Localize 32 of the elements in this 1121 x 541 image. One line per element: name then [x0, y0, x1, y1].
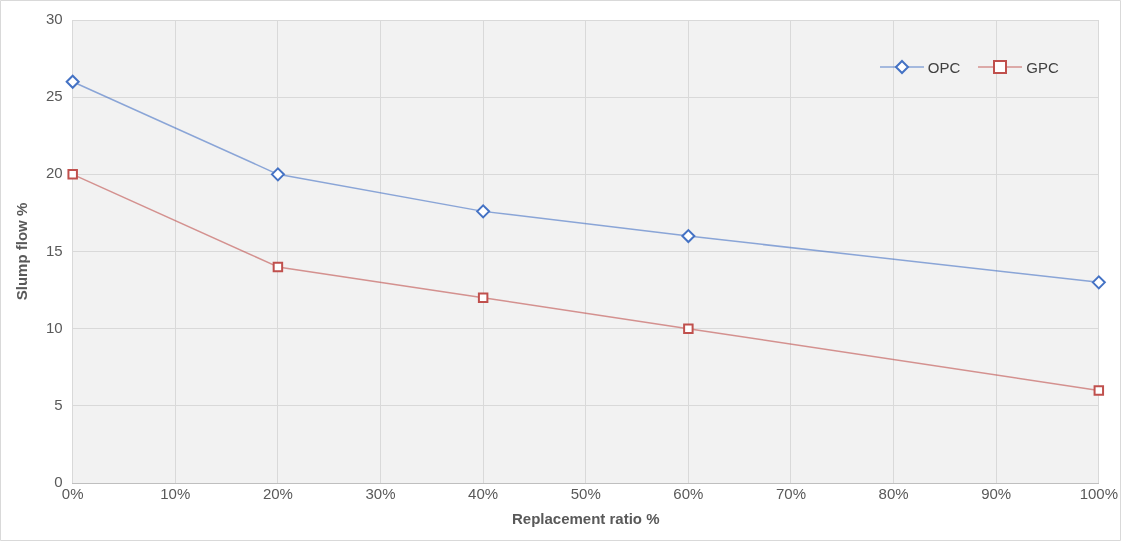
point	[270, 167, 285, 182]
point	[1091, 275, 1106, 290]
y-tick-label: 15	[46, 241, 63, 259]
x-tick-label: 20%	[262, 485, 293, 503]
y-axis-title: Slump flow %	[13, 202, 31, 301]
x-tick-label: 10%	[160, 485, 191, 503]
x-tick-label: 100%	[1079, 485, 1119, 503]
point	[272, 261, 284, 273]
x-tick-label: 80%	[878, 485, 909, 503]
point	[476, 204, 491, 219]
y-tick-label: 20	[46, 164, 63, 182]
x-tick-label: 90%	[981, 485, 1012, 503]
point	[1093, 385, 1105, 396]
y-tick-label: 10	[46, 318, 63, 336]
y-tick-label: 5	[54, 395, 63, 413]
y-tick-label: 0	[54, 473, 63, 491]
legend-label: GPC	[1026, 58, 1059, 76]
point	[65, 74, 80, 89]
x-tick-label: 60%	[673, 485, 704, 503]
x-axis-title: Replacement ratio %	[511, 510, 660, 528]
x-tick-label: 40%	[468, 485, 499, 503]
y-tick-label: 30	[46, 10, 63, 28]
legend-label: OPC	[927, 58, 961, 76]
point	[67, 169, 78, 180]
point	[683, 323, 694, 334]
point	[477, 292, 489, 304]
x-tick-label: 30%	[365, 485, 396, 503]
point	[681, 229, 696, 244]
y-tick-label: 25	[46, 87, 63, 105]
x-tick-label: 50%	[570, 485, 601, 503]
x-tick-label: 70%	[775, 485, 806, 503]
x-tick-label: 0%	[61, 485, 84, 503]
